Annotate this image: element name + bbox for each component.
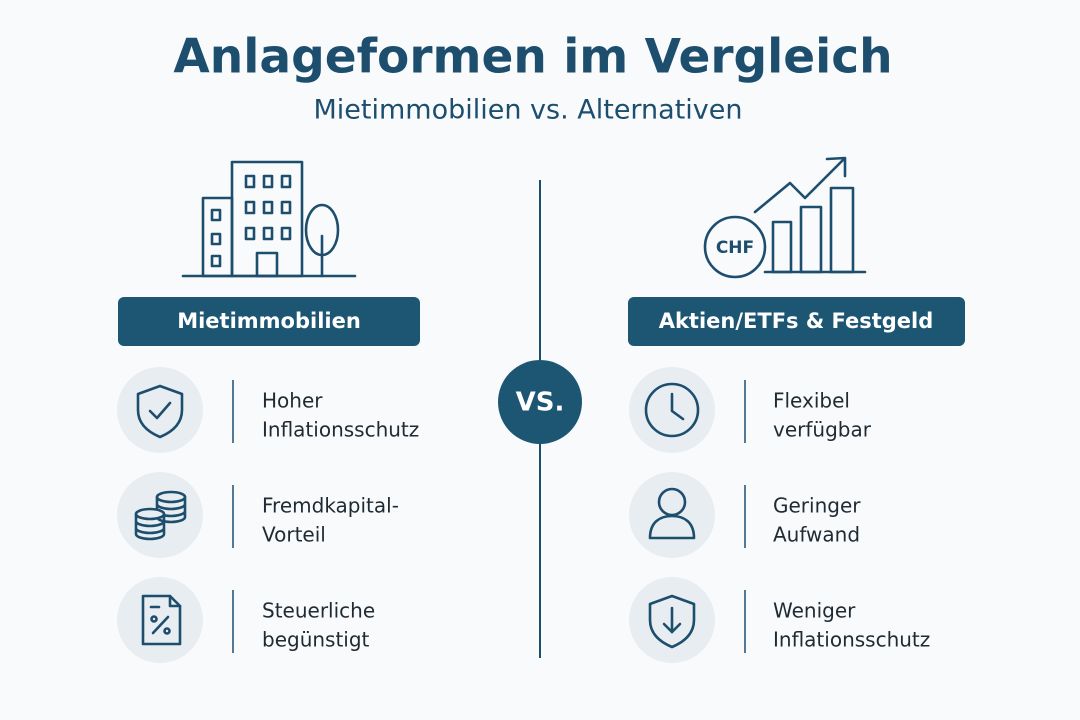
building-icon-part (255, 251, 279, 278)
icon-backgrounds-part (117, 577, 203, 663)
building-icon-part (244, 174, 256, 189)
right-label-pill (628, 297, 965, 346)
growth-icon-part (703, 215, 767, 279)
building-icon-part (244, 200, 256, 215)
coins-icon-part (134, 507, 166, 521)
coins-icon-part (134, 512, 166, 541)
tax-document-icon-part (163, 627, 171, 635)
building-icon-part (210, 254, 222, 268)
growth-icon-part (753, 158, 845, 214)
building-icon-part (262, 174, 274, 189)
icon-backgrounds-part (117, 367, 203, 453)
item-dividers (232, 380, 746, 653)
shield-check-icon (136, 384, 184, 439)
item-text: begünstigt (262, 628, 370, 652)
subtitle: Mietimmobilien vs. Alternativen (313, 95, 742, 126)
tax-document-icon-part (151, 615, 170, 635)
left-label: Mietimmobilien (177, 309, 361, 333)
building-icon-part (210, 208, 222, 222)
item-text: Steuerliche (262, 599, 375, 623)
building-icon-part (280, 226, 292, 241)
shield-down-icon-part (662, 622, 682, 634)
item-text: Vorteil (262, 523, 326, 547)
right-label: Aktien/ETFs & Festgeld (659, 309, 934, 333)
building-icon-part (280, 174, 292, 189)
shield-down-icon-part (648, 594, 696, 649)
person-icon (648, 487, 696, 540)
tax-document-icon-part (168, 594, 182, 608)
item-text: Inflationsschutz (262, 418, 419, 442)
growth-icon-part (825, 156, 847, 178)
tax-document-icon-part (141, 594, 182, 646)
item-text: Aufwand (773, 523, 860, 547)
shield-down-icon (648, 594, 696, 649)
vs-label: VS. (516, 388, 565, 418)
left-label-pill (118, 297, 420, 346)
currency-label: CHF (716, 238, 754, 258)
clock-icon-part (644, 382, 700, 438)
shield-check-icon-part (148, 401, 172, 420)
building-icon-part (280, 200, 292, 215)
vs-circle (498, 360, 582, 444)
shield-check-icon-part (136, 384, 184, 439)
item-text: Flexibel (773, 389, 850, 413)
building-icon-part (244, 226, 256, 241)
tax-document-icon (141, 594, 182, 646)
item-text: Hoher (262, 389, 323, 413)
item-text: Inflationsschutz (773, 628, 930, 652)
building-icon-part (201, 196, 234, 278)
person-icon-part (648, 514, 696, 540)
building-icon-part (210, 232, 222, 246)
clock-icon-part (670, 392, 685, 421)
item-text: Geringer (773, 494, 861, 518)
title: Anlageformen im Vergleich (173, 30, 892, 85)
coins-icon (134, 490, 187, 541)
building-icon-part (262, 226, 274, 241)
item-text: verfügbar (773, 418, 872, 442)
clock-icon (644, 382, 700, 438)
item-text: Fremdkapital- (262, 494, 399, 518)
coins-icon-part (155, 495, 187, 524)
growth-icon (703, 156, 867, 279)
building-icon (181, 160, 357, 278)
building-icon-part (262, 200, 274, 215)
item-text: Weniger (773, 599, 856, 623)
tax-document-icon-part (150, 615, 158, 623)
